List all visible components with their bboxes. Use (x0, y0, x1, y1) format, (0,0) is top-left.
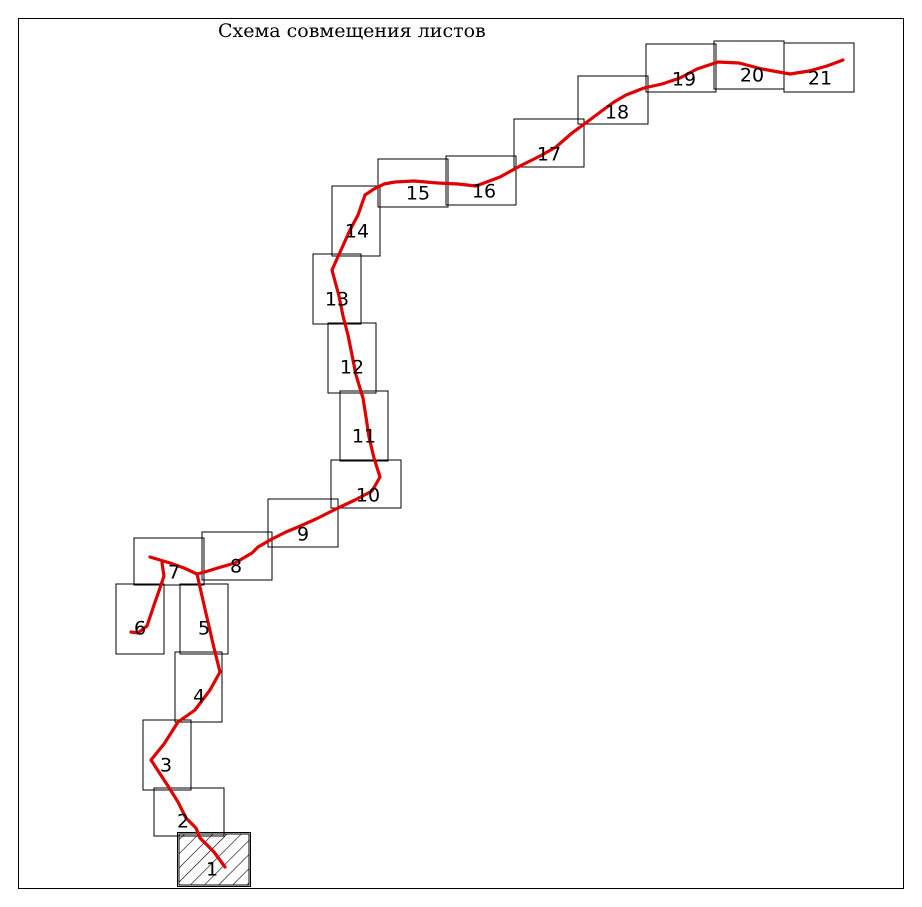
sheet-7-label: 7 (168, 562, 180, 584)
sheet-16-frame (445, 155, 517, 206)
sheet-17-label: 17 (537, 144, 561, 166)
sheet-21-label: 21 (808, 68, 832, 90)
sheet-6-frame (115, 583, 165, 655)
sheet-9-frame (267, 498, 339, 548)
diagram-title: Схема совмещения листов (218, 20, 486, 42)
sheet-18-label: 18 (605, 102, 629, 124)
sheet-9-label: 9 (297, 524, 309, 546)
sheet-10-frame (330, 459, 402, 509)
sheet-1-outer-frame (177, 832, 251, 887)
sheet-2-frame (153, 787, 225, 837)
route-main-line (149, 58, 845, 869)
sheet-16-label: 16 (472, 181, 496, 203)
sheet-8-label: 8 (230, 556, 242, 578)
sheet-3-label: 3 (160, 755, 172, 777)
sheet-3-frame (142, 719, 192, 791)
sheet-14-frame (331, 185, 381, 257)
sheet-6-label: 6 (134, 618, 146, 640)
sheet-12-label: 12 (340, 357, 364, 379)
sheet-5-label: 5 (198, 618, 210, 640)
sheet-12-frame (327, 322, 377, 394)
sheet-17-frame (513, 118, 585, 168)
sheet-4-label: 4 (193, 686, 205, 708)
sheet-11-frame (339, 390, 389, 462)
sheet-11-label: 11 (352, 426, 376, 448)
diagram-frame (18, 18, 904, 889)
route-branch-line (129, 555, 199, 635)
sheet-18-frame (577, 75, 649, 125)
sheet-4-frame (174, 651, 223, 723)
sheet-1-frame (178, 833, 250, 886)
sheet-19-frame (645, 43, 717, 93)
sheet-10-label: 10 (356, 485, 380, 507)
sheet-13-frame (312, 253, 362, 325)
sheet-14-label: 14 (345, 221, 369, 243)
sheet-19-label: 19 (672, 69, 696, 91)
sheet-1-hatch (179, 834, 249, 885)
sheet-20-label: 20 (740, 65, 764, 87)
sheet-1-label: 1 (206, 859, 218, 881)
sheet-15-label: 15 (406, 183, 430, 205)
sheet-2-label: 2 (177, 811, 189, 833)
sheet-13-label: 13 (325, 289, 349, 311)
sheet-8-frame (201, 531, 273, 581)
sheet-7-frame (133, 537, 205, 586)
sheet-21-frame (783, 42, 855, 93)
